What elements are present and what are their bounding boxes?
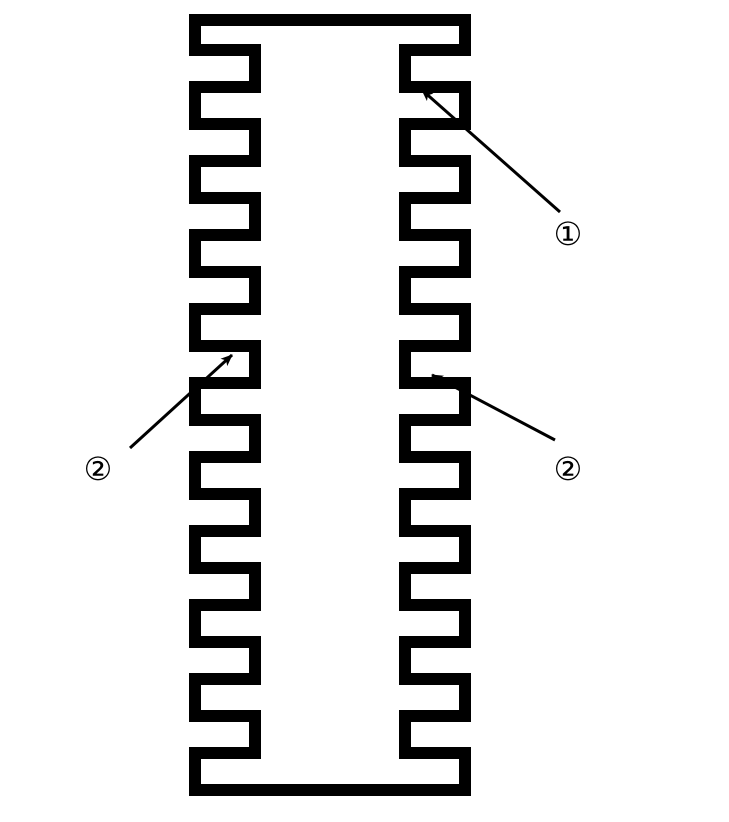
callout-arrow — [432, 375, 555, 440]
comb-diagram: ① ② ② — [0, 0, 729, 822]
callout-arrow — [130, 355, 232, 448]
callout-label: ② — [84, 451, 113, 487]
callout-label: ① — [554, 216, 583, 252]
callout-label: ② — [554, 451, 583, 487]
comb-outline — [195, 20, 465, 790]
